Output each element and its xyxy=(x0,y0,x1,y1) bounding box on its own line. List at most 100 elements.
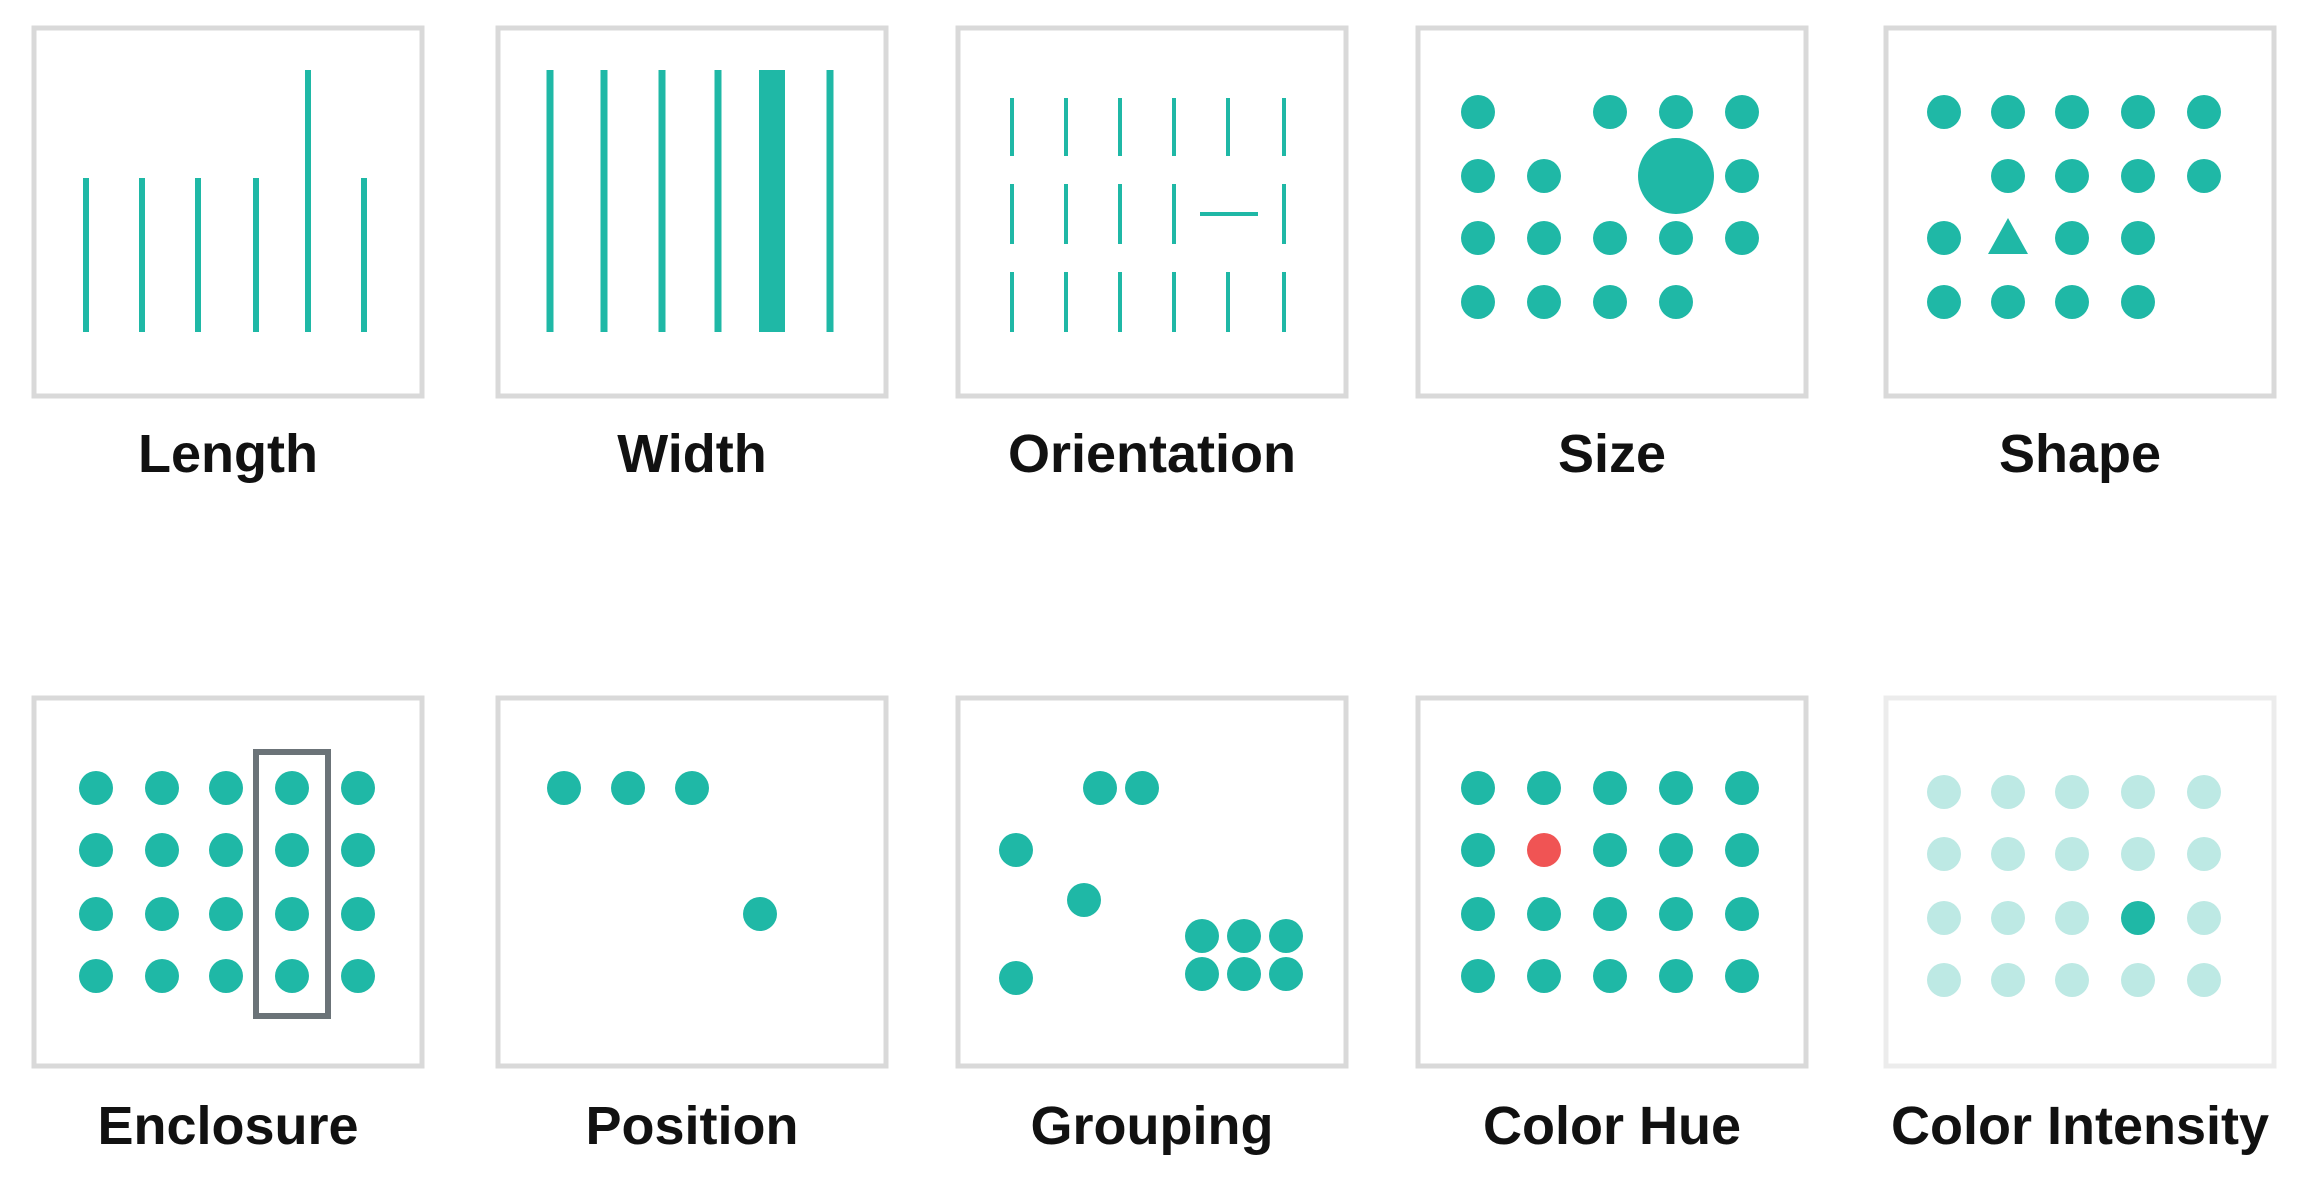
shape-dot xyxy=(1991,95,2025,129)
enclosure-dot xyxy=(79,833,113,867)
grouping-dot xyxy=(999,833,1033,867)
hue-dot xyxy=(1527,897,1561,931)
size-dot xyxy=(1725,159,1759,193)
intensity-dot xyxy=(2121,837,2155,871)
panel-caption: Size xyxy=(1558,424,1666,484)
intensity-dot xyxy=(2055,963,2089,997)
position-dot xyxy=(675,771,709,805)
shape-dot xyxy=(1927,95,1961,129)
enclosure-box xyxy=(253,749,331,1019)
intensity-dot xyxy=(2055,901,2089,935)
hue-dot xyxy=(1725,897,1759,931)
panel-frame xyxy=(1883,25,2277,399)
intensity-dot xyxy=(1991,775,2025,809)
size-dot xyxy=(1593,95,1627,129)
grouping-dot xyxy=(1125,771,1159,805)
grouping-cluster-dot xyxy=(1227,919,1261,953)
enclosure-dot xyxy=(275,771,309,805)
shape-dot xyxy=(1991,285,2025,319)
intensity-dot xyxy=(1991,837,2025,871)
size-dot xyxy=(1659,285,1693,319)
grouping-cluster-dot xyxy=(1269,957,1303,991)
hue-dot xyxy=(1461,959,1495,993)
size-dot xyxy=(1461,221,1495,255)
size-dot xyxy=(1725,95,1759,129)
intensity-dot xyxy=(2055,775,2089,809)
size-dot-large xyxy=(1638,138,1714,214)
panel-frame xyxy=(955,695,1349,1069)
size-dot xyxy=(1527,285,1561,319)
intensity-dot xyxy=(2187,901,2221,935)
intensity-dot xyxy=(2187,963,2221,997)
hue-dot xyxy=(1725,833,1759,867)
intensity-dot xyxy=(1991,963,2025,997)
panel-caption: Shape xyxy=(1999,424,2161,484)
intensity-dot xyxy=(1927,963,1961,997)
hue-dot xyxy=(1461,771,1495,805)
intensity-dot xyxy=(1927,901,1961,935)
panel-caption: Color Hue xyxy=(1483,1096,1741,1156)
intensity-dot xyxy=(1927,775,1961,809)
enclosure-dot xyxy=(341,771,375,805)
intensity-dot xyxy=(2121,963,2155,997)
intensity-dot xyxy=(2055,837,2089,871)
hue-dot xyxy=(1527,771,1561,805)
hue-dot xyxy=(1659,897,1693,931)
shape-dot xyxy=(1927,285,1961,319)
size-dot xyxy=(1593,285,1627,319)
shape-dot xyxy=(2187,95,2221,129)
hue-dot xyxy=(1461,833,1495,867)
panel-frame xyxy=(31,25,425,399)
panel-width: Width xyxy=(495,25,889,484)
size-dot xyxy=(1527,159,1561,193)
size-dot xyxy=(1461,95,1495,129)
shape-dot xyxy=(2121,285,2155,319)
panel-caption: Position xyxy=(586,1096,799,1156)
enclosure-dot xyxy=(209,771,243,805)
grouping-dot xyxy=(1083,771,1117,805)
panel-size: Size xyxy=(1415,25,1809,484)
panel-frame xyxy=(495,25,889,399)
hue-dot xyxy=(1461,897,1495,931)
size-dot xyxy=(1527,221,1561,255)
panel-frame xyxy=(1883,695,2277,1069)
shape-dot xyxy=(2055,95,2089,129)
panel-grouping: Grouping xyxy=(955,695,1349,1156)
panel-color-hue: Color Hue xyxy=(1415,695,1809,1156)
intensity-dot-strong xyxy=(2121,901,2155,935)
hue-dot xyxy=(1725,771,1759,805)
size-dot xyxy=(1659,221,1693,255)
intensity-dot xyxy=(1991,901,2025,935)
enclosure-dot xyxy=(145,833,179,867)
intensity-dot xyxy=(2187,837,2221,871)
panel-shape: Shape xyxy=(1883,25,2277,484)
size-dot xyxy=(1725,221,1759,255)
panel-frame xyxy=(1415,25,1809,399)
panel-enclosure: Enclosure xyxy=(31,695,425,1156)
enclosure-dot xyxy=(79,959,113,993)
hue-dot xyxy=(1593,897,1627,931)
enclosure-dot xyxy=(209,833,243,867)
enclosure-dot xyxy=(275,959,309,993)
intensity-dot xyxy=(2121,775,2155,809)
size-dot xyxy=(1659,95,1693,129)
intensity-dot xyxy=(1927,837,1961,871)
hue-dot-red xyxy=(1527,833,1561,867)
enclosure-dot xyxy=(79,897,113,931)
shape-dot xyxy=(2055,221,2089,255)
panel-length: Length xyxy=(31,25,425,484)
hue-dot xyxy=(1593,771,1627,805)
panel-frame xyxy=(31,695,425,1069)
enclosure-dot xyxy=(341,833,375,867)
shape-dot xyxy=(2187,159,2221,193)
hue-dot xyxy=(1725,959,1759,993)
enclosure-dot xyxy=(341,959,375,993)
panel-orientation: Orientation xyxy=(955,25,1349,484)
enclosure-dot xyxy=(209,959,243,993)
grouping-dot xyxy=(1067,883,1101,917)
panel-caption: Color Intensity xyxy=(1891,1096,2269,1156)
intensity-dot xyxy=(2187,775,2221,809)
hue-dot xyxy=(1527,959,1561,993)
enclosure-dot xyxy=(79,771,113,805)
